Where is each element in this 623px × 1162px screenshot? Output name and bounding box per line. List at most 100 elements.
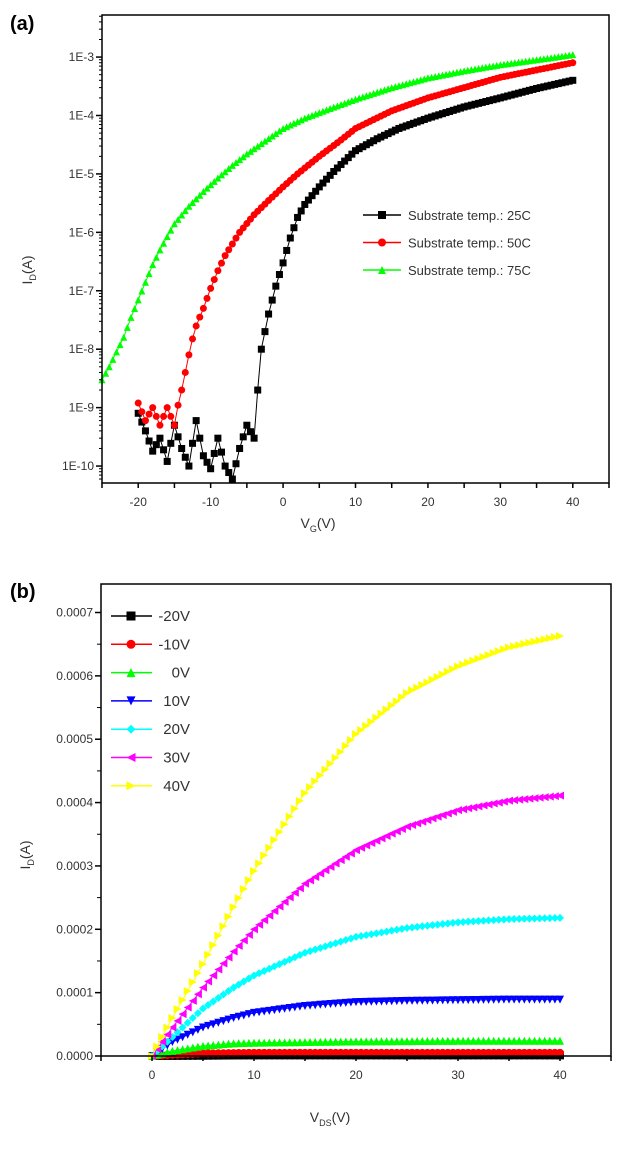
data-point [203, 294, 211, 302]
data-point [525, 86, 533, 94]
data-point [448, 996, 457, 1005]
data-point [275, 1038, 284, 1047]
data-point [499, 645, 508, 654]
data-point [330, 168, 338, 176]
data-point [219, 1017, 228, 1026]
data-point [494, 798, 503, 807]
data-point [489, 649, 498, 658]
data-point [331, 859, 340, 868]
data-point [178, 1033, 187, 1042]
data-point [290, 1038, 299, 1047]
data-point [239, 977, 248, 986]
data-point [326, 1037, 335, 1046]
data-point [331, 1037, 340, 1046]
data-point [550, 633, 559, 642]
data-point [454, 662, 462, 671]
data-point [545, 1036, 554, 1045]
data-point [362, 721, 371, 730]
data-point [229, 1013, 238, 1022]
data-point [183, 1018, 192, 1027]
data-point [540, 995, 549, 1004]
data-point [188, 978, 197, 987]
data-point [529, 85, 537, 93]
data-point [469, 1036, 478, 1045]
data-point [138, 408, 146, 416]
data-point [530, 794, 539, 803]
data-point [505, 915, 513, 924]
data-point [403, 996, 411, 1005]
data-point [551, 80, 559, 88]
data-point [210, 276, 218, 284]
data-point [515, 995, 524, 1004]
legend-label: 20V [163, 721, 190, 738]
data-point [160, 446, 168, 454]
data-point [520, 914, 529, 923]
data-point [469, 996, 478, 1005]
data-point [268, 132, 276, 140]
y-tick-label: 1E-8 [69, 342, 95, 356]
y-tick-label: 1E-6 [69, 225, 95, 239]
data-point [304, 196, 312, 204]
data-point [138, 287, 146, 295]
data-point [341, 1037, 350, 1046]
data-point [295, 796, 304, 805]
data-point [525, 914, 534, 923]
x-tick-label: 30 [494, 495, 508, 509]
data-point [236, 444, 244, 452]
data-point [228, 240, 236, 248]
data-point [446, 107, 454, 115]
data-point [387, 1037, 396, 1046]
data-point [372, 1037, 381, 1046]
data-point [173, 1016, 182, 1025]
x-tick-label: 40 [566, 495, 580, 509]
data-point [454, 806, 462, 815]
data-point [431, 112, 439, 120]
data-point [196, 313, 204, 321]
data-point [228, 161, 236, 169]
data-point [209, 941, 218, 950]
data-point [504, 92, 512, 100]
data-point [272, 282, 280, 290]
data-point [286, 234, 294, 242]
data-point [275, 1005, 284, 1014]
data-point [257, 345, 265, 353]
data-point [346, 1037, 355, 1046]
data-point [382, 1037, 391, 1046]
data-point [156, 434, 164, 442]
data-point [474, 995, 483, 1004]
panel-a-ylabel-main: I [19, 281, 35, 285]
data-point [382, 997, 391, 1006]
data-point [229, 903, 238, 912]
legend-marker [378, 266, 386, 274]
data-point [214, 1018, 223, 1027]
data-point [464, 102, 472, 110]
data-point [326, 1000, 335, 1009]
data-point [484, 995, 493, 1004]
data-point [408, 996, 417, 1005]
data-point [210, 177, 218, 185]
data-point [367, 1037, 376, 1046]
data-point [199, 1004, 207, 1013]
data-point [127, 313, 135, 321]
data-point [397, 693, 406, 702]
data-point [352, 147, 359, 155]
data-point [193, 990, 202, 999]
data-point [219, 990, 228, 999]
data-point [442, 109, 450, 117]
data-point [290, 804, 299, 813]
data-point [178, 996, 187, 1005]
data-point [270, 907, 279, 916]
data-point [214, 434, 222, 442]
data-point [199, 304, 207, 312]
data-point [141, 427, 149, 435]
data-point [469, 656, 478, 665]
data-point [336, 999, 345, 1008]
data-point [189, 335, 197, 343]
data-point [156, 421, 164, 429]
data-point [234, 894, 243, 903]
data-point [173, 1005, 182, 1014]
data-point [406, 121, 414, 129]
data-point [565, 77, 573, 85]
data-point [525, 1036, 534, 1045]
data-point [270, 835, 279, 844]
